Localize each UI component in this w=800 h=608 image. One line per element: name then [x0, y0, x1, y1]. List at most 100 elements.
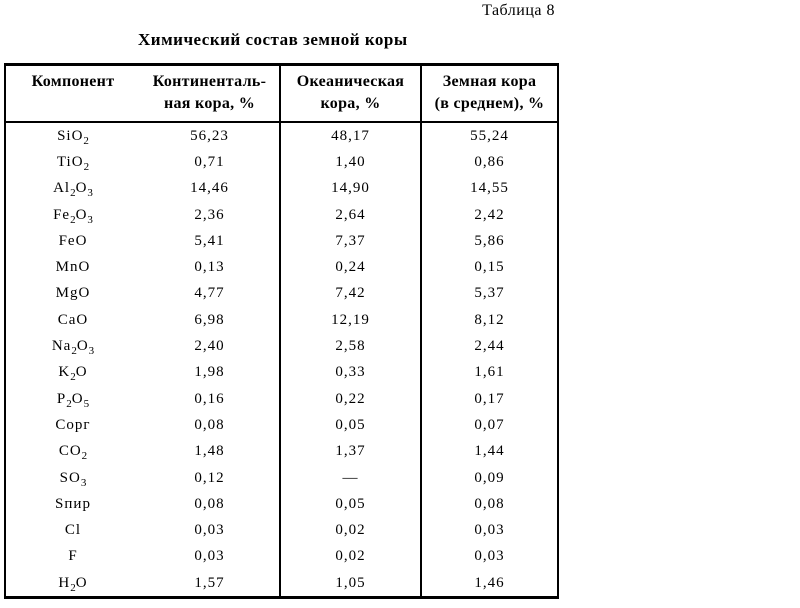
component-cell: H2O [58, 574, 88, 594]
component-cell: Al2O3 [53, 180, 93, 200]
component-cell: CO2 [58, 443, 88, 463]
table-row: CO2 1,48 1,37 1,44 [5, 438, 558, 465]
component-cell: F [68, 548, 78, 565]
value-cell: 2,64 [279, 201, 421, 229]
value-cell: — [279, 464, 421, 492]
table-row: P2O5 0,16 0,22 0,17 [5, 385, 558, 413]
col-header-average-line1: Земная кора [442, 73, 537, 90]
component-cell: Sпир [55, 495, 91, 512]
value-cell: 5,37 [420, 280, 558, 308]
table-row: Sпир 0,08 0,05 0,08 [5, 491, 558, 518]
value-cell: 0,08 [194, 495, 225, 512]
component-cell: SO3 [59, 469, 87, 489]
component-cell: P2O5 [56, 390, 90, 410]
table-header: Компонент Континенталь- ная кора, % Океа… [5, 64, 558, 123]
col-header-oceanic-line1: Океаническая [296, 73, 405, 90]
value-cell: 2,44 [420, 333, 558, 360]
value-cell: 2,40 [194, 338, 225, 355]
table-row: TiO2 0,71 1,40 0,86 [5, 149, 558, 176]
table-row: K2O 1,98 0,33 1,61 [5, 359, 558, 386]
value-cell: 0,07 [420, 412, 558, 439]
value-cell: 0,05 [279, 412, 421, 439]
table-row: MnO 0,13 0,24 0,15 [5, 254, 558, 281]
value-cell: 55,24 [420, 122, 558, 150]
value-cell: 0,03 [420, 517, 558, 544]
value-cell: 48,17 [279, 122, 421, 150]
value-cell: 0,86 [420, 149, 558, 176]
table-row: Al2O3 14,46 14,90 14,55 [5, 175, 558, 202]
value-cell: 2,58 [279, 333, 421, 360]
value-cell: 0,16 [194, 390, 225, 407]
value-cell: 7,37 [279, 228, 421, 255]
table-row: F 0,03 0,02 0,03 [5, 543, 558, 571]
value-cell: 1,57 [194, 574, 225, 591]
table-row: Сорг 0,08 0,05 0,07 [5, 412, 558, 439]
value-cell: 0,08 [194, 416, 225, 433]
component-cell: MnO [55, 259, 91, 276]
table-row: SiO2 56,23 48,17 55,24 [5, 122, 558, 150]
table-row: H2O 1,57 1,05 1,46 [5, 570, 558, 598]
value-cell: 0,13 [194, 259, 225, 276]
col-header-oceanic: Океаническая кора, % [279, 64, 421, 123]
value-cell: 1,40 [279, 149, 421, 176]
value-cell: 2,42 [420, 201, 558, 229]
value-cell: 0,02 [279, 517, 421, 544]
header-row: Компонент Континенталь- ная кора, % Океа… [5, 64, 558, 123]
col-header-continental-line2: ная кора, % [163, 95, 256, 112]
value-cell: 12,19 [279, 307, 421, 334]
value-cell: 0,03 [420, 543, 558, 571]
value-cell: 0,03 [194, 522, 225, 539]
value-cell: 6,98 [194, 311, 225, 328]
value-cell: 0,08 [420, 491, 558, 518]
col-header-average: Земная кора (в среднем), % [420, 64, 558, 123]
value-cell: 0,12 [194, 469, 225, 486]
value-cell: 0,33 [279, 359, 421, 386]
value-cell: 7,42 [279, 280, 421, 308]
table-row: Fe2O3 2,36 2,64 2,42 [5, 201, 558, 229]
table-number-label: Таблица 8 [482, 2, 555, 19]
value-cell: 5,41 [194, 232, 225, 249]
page-title: Химический состав земной коры [138, 30, 408, 49]
value-cell: 1,37 [279, 438, 421, 465]
col-header-component: Компонент [5, 64, 140, 123]
value-cell: 1,61 [420, 359, 558, 386]
value-cell: 0,05 [279, 491, 421, 518]
table-row: SO3 0,12 —0,09 [5, 464, 558, 492]
value-cell: 1,46 [420, 570, 558, 598]
value-cell: 1,98 [194, 364, 225, 381]
component-cell: Сорг [55, 416, 91, 433]
value-cell: 56,23 [190, 127, 229, 144]
table-body: SiO2 56,23 48,17 55,24 TiO2 0,71 1,40 0,86 Al2O3… [5, 122, 558, 598]
col-header-oceanic-line2: кора, % [320, 95, 381, 112]
component-cell: SiO2 [57, 127, 89, 147]
component-cell: TiO2 [56, 153, 90, 173]
value-cell: 0,71 [194, 153, 225, 170]
col-header-average-line2: (в среднем), % [434, 95, 545, 112]
component-cell: MgO [55, 285, 91, 302]
value-cell: 1,44 [420, 438, 558, 465]
value-cell: 5,86 [420, 228, 558, 255]
component-cell: Na2O3 [51, 338, 95, 358]
table-row: Cl 0,03 0,02 0,03 [5, 517, 558, 544]
component-cell: CaO [57, 311, 89, 328]
value-cell: 0,17 [420, 385, 558, 413]
col-header-continental-line1: Континенталь- [152, 73, 267, 90]
chemical-composition-table: Компонент Континенталь- ная кора, % Океа… [4, 63, 559, 600]
component-cell: Fe2O3 [53, 206, 93, 226]
value-cell: 2,36 [194, 206, 225, 223]
value-cell: 0,15 [420, 254, 558, 281]
col-header-component-line1: Компонент [31, 73, 115, 90]
table-row: MgO 4,77 7,42 5,37 [5, 280, 558, 308]
col-header-continental: Континенталь- ная кора, % [140, 64, 280, 123]
value-cell: 4,77 [194, 285, 225, 302]
value-cell: 14,46 [190, 180, 229, 197]
value-cell: 0,02 [279, 543, 421, 571]
component-cell: K2O [58, 364, 88, 384]
value-cell: 1,05 [279, 570, 421, 598]
value-cell: 0,22 [279, 385, 421, 413]
value-cell: 14,55 [420, 175, 558, 202]
value-cell: 0,09 [420, 464, 558, 492]
value-cell: 0,24 [279, 254, 421, 281]
value-cell: 14,90 [279, 175, 421, 202]
